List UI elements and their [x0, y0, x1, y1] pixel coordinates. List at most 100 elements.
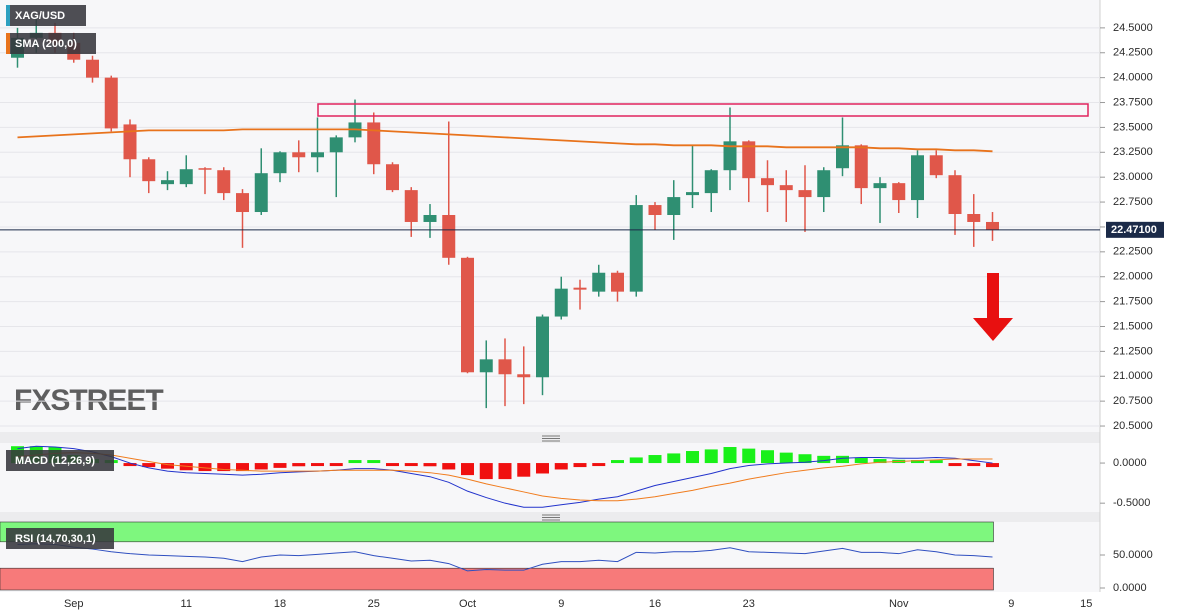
x-tick-label: 18 — [274, 598, 286, 610]
candle-body — [667, 197, 681, 216]
symbol-label: XAG/USD — [15, 10, 65, 22]
candle-body — [236, 193, 249, 213]
oversold-zone — [0, 567, 994, 591]
legend-entry: SMA (200,0) — [15, 38, 77, 50]
panel-separator — [0, 432, 1100, 443]
y-tick-label: 0.0000 — [1113, 582, 1147, 594]
price-panel — [0, 0, 1100, 432]
last-price-label: 22.47100 — [1111, 224, 1157, 236]
x-tick-label: 16 — [649, 598, 661, 610]
candle-body — [911, 155, 924, 201]
candle-body — [179, 169, 193, 185]
x-tick-label: Oct — [459, 598, 476, 610]
y-tick-label: 22.7500 — [1113, 196, 1153, 208]
watermark: FXSTREET — [14, 384, 163, 417]
macd-histogram-bar — [704, 449, 718, 464]
rsi-line — [17, 543, 993, 572]
candle-body — [554, 288, 568, 317]
candle-body — [329, 137, 343, 153]
last-price-box — [1106, 221, 1164, 238]
candle-body — [854, 145, 868, 189]
macd-histogram-bar — [611, 460, 624, 464]
y-tick-label: 20.5000 — [1113, 420, 1153, 432]
macd-histogram-bar — [479, 463, 493, 480]
macd-histogram-bar — [254, 463, 268, 470]
indicator-label: RSI (14,70,30,1) — [15, 533, 96, 545]
macd-histogram-bar — [273, 463, 287, 468]
candle-body — [386, 164, 399, 191]
y-tick-label: 0.0000 — [1113, 457, 1147, 469]
candle-body — [573, 287, 587, 290]
macd-histogram-bar — [873, 459, 887, 464]
macd-histogram-bar — [292, 463, 306, 467]
macd-histogram-bar — [648, 455, 662, 464]
y-tick-label: 21.0000 — [1113, 370, 1153, 382]
macd-histogram-bar — [667, 453, 681, 464]
y-tick-label: 23.7500 — [1113, 96, 1153, 108]
macd-histogram-bar — [817, 455, 831, 464]
indicator-label-box — [6, 450, 114, 471]
candle-body — [948, 175, 962, 215]
candle-body — [779, 185, 793, 191]
y-tick-label: -0.5000 — [1113, 497, 1150, 509]
candle-body — [142, 159, 156, 182]
resistance-zone — [317, 103, 1089, 117]
macd-histogram-bar — [986, 463, 999, 468]
overbought-zone — [0, 521, 994, 543]
macd-histogram-bar — [404, 463, 418, 467]
legend-labels: XAG/USD SMA (200,0) MACD (12,26,9) RSI (14,… — [6, 5, 114, 549]
legend-entry-box — [6, 33, 96, 54]
resize-handle[interactable] — [542, 435, 560, 521]
x-tick-label: 25 — [368, 598, 380, 610]
macd-panel — [0, 443, 1100, 512]
macd-histogram-bar — [629, 457, 643, 464]
y-tick-label: 23.5000 — [1113, 121, 1153, 133]
symbol-label-swatch — [6, 5, 10, 26]
candle-body — [836, 145, 849, 169]
x-tick-label: 9 — [1008, 598, 1014, 610]
macd-histogram-bar — [798, 454, 812, 464]
candle-body — [479, 359, 493, 373]
x-tick-label: 15 — [1080, 598, 1092, 610]
candle-body — [629, 205, 643, 292]
macd-histogram-bar — [386, 463, 399, 467]
candle-body — [161, 180, 174, 185]
candle-body — [967, 214, 981, 222]
macd-histogram-bar — [461, 463, 474, 476]
x-tick-label: 11 — [181, 598, 192, 610]
candle-body — [292, 152, 306, 158]
candle-body — [742, 141, 756, 179]
candle-body — [873, 183, 887, 189]
macd-histogram-bar — [536, 463, 549, 474]
macd-histogram-bar — [573, 463, 587, 468]
candle-body — [104, 77, 118, 129]
macd-histogram-bar — [198, 463, 212, 472]
candle-body — [123, 124, 137, 160]
macd-histogram-bar — [779, 452, 793, 464]
macd-histogram-bar — [836, 455, 849, 464]
candle-body — [686, 192, 699, 196]
x-tick-label: Nov — [889, 598, 909, 610]
candle-body — [817, 170, 831, 198]
macd-histogram-bar — [442, 463, 456, 470]
y-tick-label: 20.7500 — [1113, 395, 1153, 407]
down-arrow — [973, 273, 1013, 341]
candle-body — [536, 316, 549, 378]
y-tick-label: 23.0000 — [1113, 171, 1153, 183]
candle-body — [498, 359, 512, 375]
symbol-label-box — [6, 5, 86, 26]
macd-histogram-bar — [686, 451, 699, 464]
macd-histogram-bar — [742, 448, 756, 464]
macd-histogram-bar — [423, 463, 437, 467]
macd-histogram-bar — [967, 463, 981, 467]
candle-body — [423, 215, 437, 222]
macd-histogram-bar — [217, 463, 231, 472]
indicator-label: MACD (12,26,9) — [15, 455, 95, 467]
candle-body — [273, 152, 287, 174]
legend-entry-swatch — [6, 33, 10, 54]
macd-histogram-bar — [761, 450, 774, 464]
plot-area: FXSTREET 20.5000 20.7500 21.0000 21.2500 21.5… — [0, 17, 1164, 610]
candle-body — [592, 272, 606, 292]
macd-line — [17, 445, 993, 508]
